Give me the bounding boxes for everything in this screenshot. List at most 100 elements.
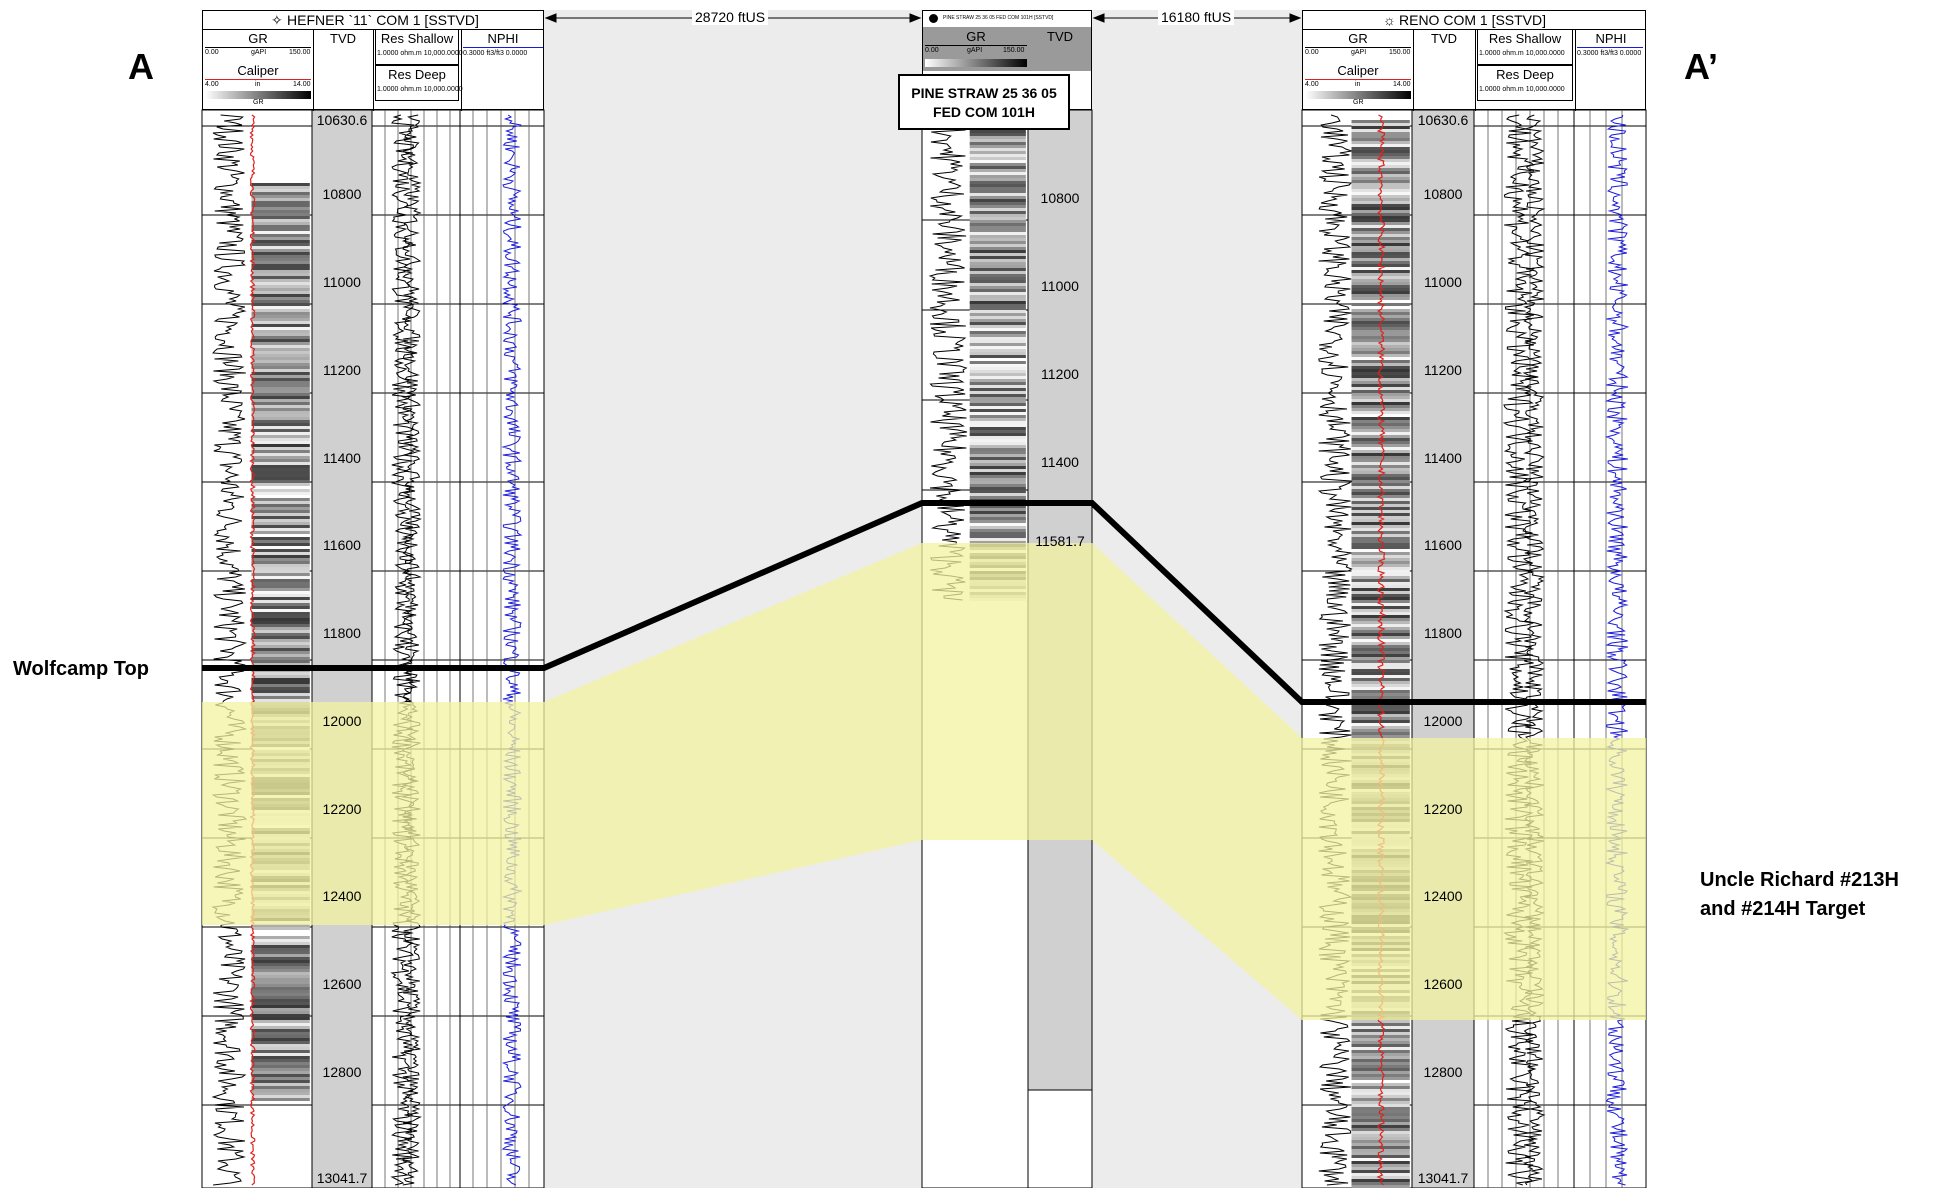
well-1-gr-shading (251, 933, 310, 936)
well-3-cal-unit: in (1355, 81, 1361, 88)
well-1-gr-shading (251, 285, 310, 288)
well-1-gr-shading (251, 216, 310, 219)
well-2-gr-shading (969, 175, 1026, 178)
well-3-gr-shading (1351, 459, 1410, 462)
well-1-gr-shading (251, 561, 310, 564)
well-2-depth-label: 11000 (1041, 278, 1079, 295)
well-2-gr-shading (969, 337, 1026, 340)
well-2-gr-shading (969, 442, 1026, 445)
well-1-gr-shading (251, 306, 310, 309)
well-3-depth-label: 11400 (1424, 449, 1462, 466)
well-2-gr-shading (969, 394, 1026, 397)
well-3-caliper-header: Caliper (1337, 63, 1379, 78)
well-3-gr-shading (1351, 138, 1410, 141)
well-1-gr-shading (251, 414, 310, 417)
well-1-gr-shading (251, 186, 310, 189)
well-1-gr-shading (251, 351, 310, 354)
well-1-gr-shading (251, 420, 310, 423)
well-2-gr-shading (969, 484, 1026, 487)
well-3-gr-shading (1351, 654, 1410, 657)
well-3-gr-shading (1351, 627, 1410, 630)
well-1-gr-shading (251, 558, 310, 561)
well-1-gr-colorbar (205, 91, 311, 99)
well-3-gr-shading (1351, 153, 1410, 156)
well-2-gr-shading (969, 340, 1026, 343)
well-3-gr-shading (1351, 303, 1410, 306)
well-1-gr-shading (251, 981, 310, 984)
well-2-gr-shading (969, 358, 1026, 361)
well-1-gr-shading (251, 594, 310, 597)
well-2-gr-shading (969, 301, 1026, 304)
well-3-gr-shading (1351, 705, 1410, 708)
well-1-gr-shading (251, 975, 310, 978)
well-1-gr-shading (251, 360, 310, 363)
well-1-gr-shading (251, 1080, 310, 1083)
well-3-gr-shading (1351, 450, 1410, 453)
well-1-depth-label: 11800 (323, 625, 361, 642)
well-3-gr-shading (1351, 1155, 1410, 1158)
well-2-gr-shading (969, 196, 1026, 199)
well-1-depth-label: 12400 (322, 888, 362, 905)
well-2-gr-shading (969, 514, 1026, 517)
well-1-gr-shading (251, 309, 310, 312)
well-2-gr-shading (969, 268, 1026, 271)
well-1-gr-shading (251, 675, 310, 678)
well-3-gr-shading (1351, 177, 1410, 180)
well-3-gr-colorbar (1305, 91, 1411, 99)
well-1-gr-shading (251, 1029, 310, 1032)
well-2-gr-shading (969, 448, 1026, 451)
well-1-gr-shading (251, 249, 310, 252)
well-1-gr-shading (251, 462, 310, 465)
well-1-gr-shading (251, 297, 310, 300)
well-3-gr-shading (1351, 375, 1410, 378)
well-1-gr-shading (251, 279, 310, 282)
well-1-symbol-icon: ✧ (271, 12, 283, 28)
well-2-gr-shading (969, 433, 1026, 436)
well-1-gr-shading (251, 552, 310, 555)
well-2-gr-shading (969, 382, 1026, 385)
well-3-gr-shading (1351, 390, 1410, 393)
well-1-gr-shading (251, 270, 310, 273)
well-1-gr-shading (251, 486, 310, 489)
well-1-gr-shading (251, 534, 310, 537)
well-2-gr-shading (969, 181, 1026, 184)
well-1-gr-shading (251, 1050, 310, 1053)
well-1-gr-shading (251, 597, 310, 600)
well-3-gr-shading (1351, 546, 1410, 549)
well-3-gr-shading (1351, 1077, 1410, 1080)
well-3-gr-shading (1351, 135, 1410, 138)
well-2-gr-shading (969, 316, 1026, 319)
well-3-gr-shading (1351, 336, 1410, 339)
well-2-gr-shading (969, 169, 1026, 172)
well-2-gr-shading (969, 541, 1026, 544)
well-2-gr-shading (969, 145, 1026, 148)
well-1-gr-shading (251, 405, 310, 408)
well-2-gr-shading (969, 412, 1026, 415)
well-1-gr-min: 0.00 (205, 49, 219, 56)
well-3-gr-shading (1351, 363, 1410, 366)
well-2-gr-shading (969, 421, 1026, 424)
well-1-gr-shading (251, 393, 310, 396)
well-3-gr-shading (1351, 687, 1410, 690)
well-3-gr-shading (1351, 711, 1410, 714)
well-1-depth-label: 12000 (322, 712, 362, 729)
well-2-gr-shading (969, 460, 1026, 463)
well-1-gr-shading (251, 456, 310, 459)
well-2-gr-shading (969, 481, 1026, 484)
well-3-gr-shading (1351, 576, 1410, 579)
well-1-gr-shading (251, 639, 310, 642)
well-3-gr-shading (1351, 1170, 1410, 1173)
well-1-gr-shading (251, 480, 310, 483)
well-3-gr-shading (1351, 1152, 1410, 1155)
well-2-gr-shading (969, 376, 1026, 379)
well-1-gr-shading (251, 507, 310, 510)
well-2-gr-shading (969, 529, 1026, 532)
well-1-gr-shading (251, 453, 310, 456)
well-3-gr-shading (1351, 678, 1410, 681)
well-3-gr-shading (1351, 693, 1410, 696)
well-2-depth-label: 11400 (1041, 453, 1079, 470)
well-2-gr-shading (969, 520, 1026, 523)
header-gap-left (544, 10, 922, 110)
well-1-gr-shading (251, 180, 310, 183)
well-2-symbol-icon (929, 14, 938, 23)
